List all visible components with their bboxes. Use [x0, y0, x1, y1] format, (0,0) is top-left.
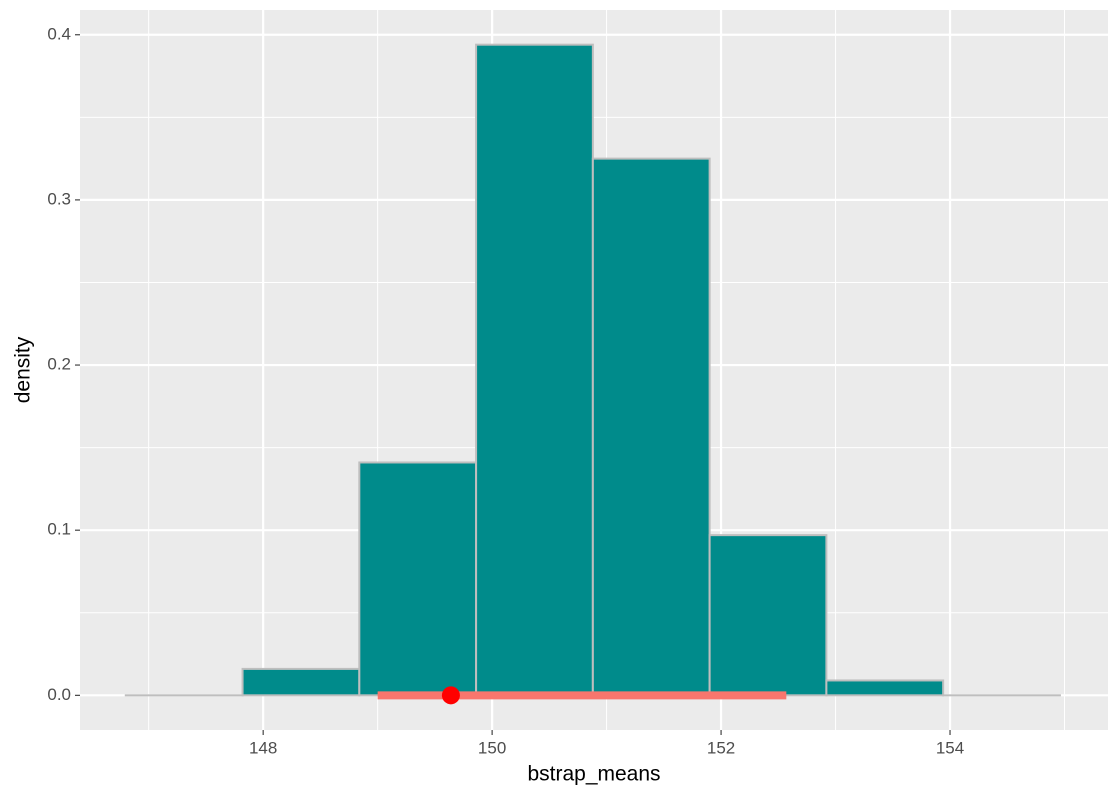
bar [591, 157, 711, 697]
bar [358, 461, 478, 697]
bar [475, 43, 594, 697]
x-tick-label: 148 [249, 738, 277, 757]
y-tick-label: 0.2 [47, 355, 71, 374]
bar [708, 534, 828, 697]
point-estimate [441, 686, 460, 705]
x-axis-title: bstrap_means [527, 763, 660, 786]
x-tick-label: 154 [936, 738, 964, 757]
bar [241, 667, 361, 697]
y-tick-label: 0.1 [47, 520, 71, 539]
y-axis-title: density [12, 336, 35, 403]
x-tick-label: 152 [707, 738, 735, 757]
y-tick-label: 0.0 [47, 685, 71, 704]
y-tick-label: 0.4 [47, 24, 71, 43]
bar [825, 679, 945, 697]
y-tick-label: 0.3 [47, 189, 71, 208]
x-tick-label: 150 [478, 738, 506, 757]
